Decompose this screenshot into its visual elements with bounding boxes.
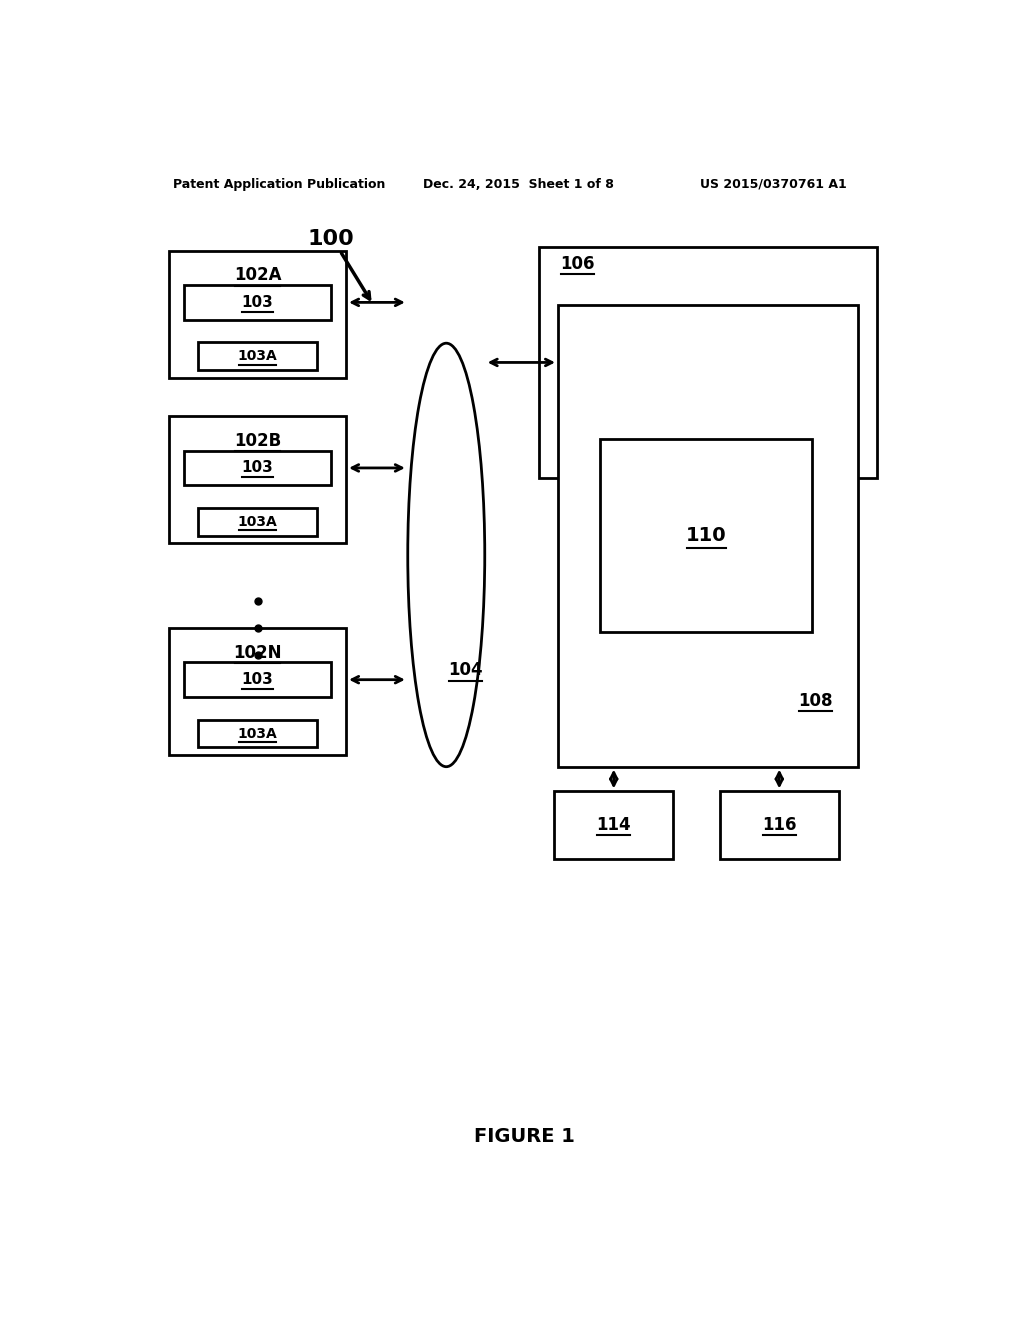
Text: 104: 104 bbox=[449, 661, 483, 680]
Bar bbox=[198, 719, 317, 747]
Bar bbox=[184, 663, 331, 697]
Text: 102B: 102B bbox=[234, 432, 282, 450]
Bar bbox=[558, 305, 858, 767]
Text: 103: 103 bbox=[242, 672, 273, 688]
Text: 103: 103 bbox=[242, 461, 273, 475]
Text: 116: 116 bbox=[762, 816, 797, 834]
Text: 106: 106 bbox=[560, 255, 594, 273]
Text: 102A: 102A bbox=[233, 267, 282, 284]
Bar bbox=[720, 792, 839, 859]
Text: 108: 108 bbox=[799, 692, 834, 710]
Ellipse shape bbox=[408, 343, 484, 767]
Bar bbox=[169, 251, 346, 378]
Text: US 2015/0370761 A1: US 2015/0370761 A1 bbox=[700, 178, 847, 190]
Text: 102N: 102N bbox=[233, 644, 282, 661]
Bar bbox=[184, 450, 331, 486]
Bar bbox=[539, 247, 878, 478]
Text: Dec. 24, 2015  Sheet 1 of 8: Dec. 24, 2015 Sheet 1 of 8 bbox=[423, 178, 614, 190]
Text: 103: 103 bbox=[242, 294, 273, 310]
Text: 103A: 103A bbox=[238, 515, 278, 529]
Text: 114: 114 bbox=[596, 816, 631, 834]
Bar bbox=[198, 508, 317, 536]
Text: Patent Application Publication: Patent Application Publication bbox=[173, 178, 385, 190]
Bar bbox=[169, 628, 346, 755]
Bar bbox=[600, 440, 812, 632]
Bar bbox=[198, 342, 317, 370]
Text: FIGURE 1: FIGURE 1 bbox=[474, 1127, 575, 1146]
Text: 103A: 103A bbox=[238, 350, 278, 363]
Bar bbox=[184, 285, 331, 319]
Text: 103A: 103A bbox=[238, 726, 278, 741]
Bar bbox=[169, 416, 346, 544]
Bar bbox=[554, 792, 674, 859]
Text: 110: 110 bbox=[686, 527, 726, 545]
Text: 100: 100 bbox=[307, 230, 354, 249]
